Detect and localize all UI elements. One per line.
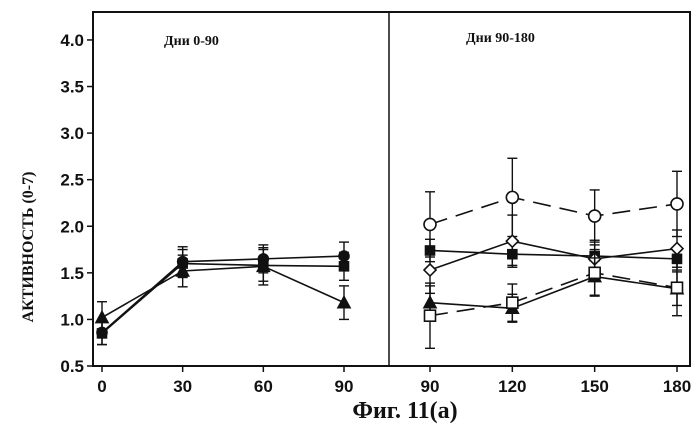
y-tick-label: 3.5 xyxy=(60,78,84,97)
y-tick-label: 3.0 xyxy=(60,124,84,143)
series-line xyxy=(430,197,677,224)
x-tick-label: 90 xyxy=(421,377,440,396)
y-tick-label: 2.0 xyxy=(60,217,84,236)
data-point-square xyxy=(340,262,349,271)
series-line xyxy=(430,273,677,316)
plot-frame xyxy=(93,12,690,366)
series-0-0 xyxy=(97,242,349,344)
data-point-triangle xyxy=(338,297,350,308)
y-axis-label: АКТИВНОСТЬ (0-7) xyxy=(20,172,37,323)
panel-title-days-0-90: Дни 0-90 xyxy=(164,34,219,49)
series-1-3 xyxy=(424,258,683,322)
y-tick-label: 1.5 xyxy=(60,264,84,283)
series-line xyxy=(102,266,344,317)
data-point-triangle xyxy=(96,312,108,323)
series-0-1 xyxy=(97,250,349,345)
data-point-circle xyxy=(671,198,683,210)
data-point-square xyxy=(589,267,600,278)
panel-title-days-90-180: Дни 90-180 xyxy=(466,31,535,46)
series-line xyxy=(102,256,344,332)
y-tick-label: 4.0 xyxy=(60,31,84,50)
figure-caption: Фиг. 11(а) xyxy=(352,398,457,424)
x-tick-label: 120 xyxy=(498,377,526,396)
data-point-square xyxy=(507,297,518,308)
y-tick-label: 2.5 xyxy=(60,171,84,190)
x-tick-label: 60 xyxy=(254,377,273,396)
x-tick-label: 30 xyxy=(173,377,192,396)
x-tick-label: 180 xyxy=(663,377,691,396)
chart-axes: 0.5 1.0 1.5 2.0 2.5 3.0 3.5 4.0 0 30 60 90 90 120 150 1… xyxy=(60,12,691,396)
data-point-diamond xyxy=(424,264,436,276)
data-point-circle xyxy=(589,210,601,222)
data-point-square xyxy=(425,310,436,321)
series-1-1 xyxy=(425,239,682,270)
y-tick-label: 0.5 xyxy=(60,357,84,376)
data-point-circle xyxy=(506,191,518,203)
x-tick-label: 0 xyxy=(97,377,106,396)
x-tick-label: 90 xyxy=(335,377,354,396)
y-tick-label: 1.0 xyxy=(60,310,84,329)
series-1-0 xyxy=(424,158,683,257)
data-point-diamond xyxy=(671,243,683,255)
series-1-4 xyxy=(425,250,683,349)
data-point-circle xyxy=(424,218,436,230)
x-tick-label: 150 xyxy=(580,377,608,396)
data-point-square xyxy=(672,282,683,293)
series-line xyxy=(102,264,344,334)
